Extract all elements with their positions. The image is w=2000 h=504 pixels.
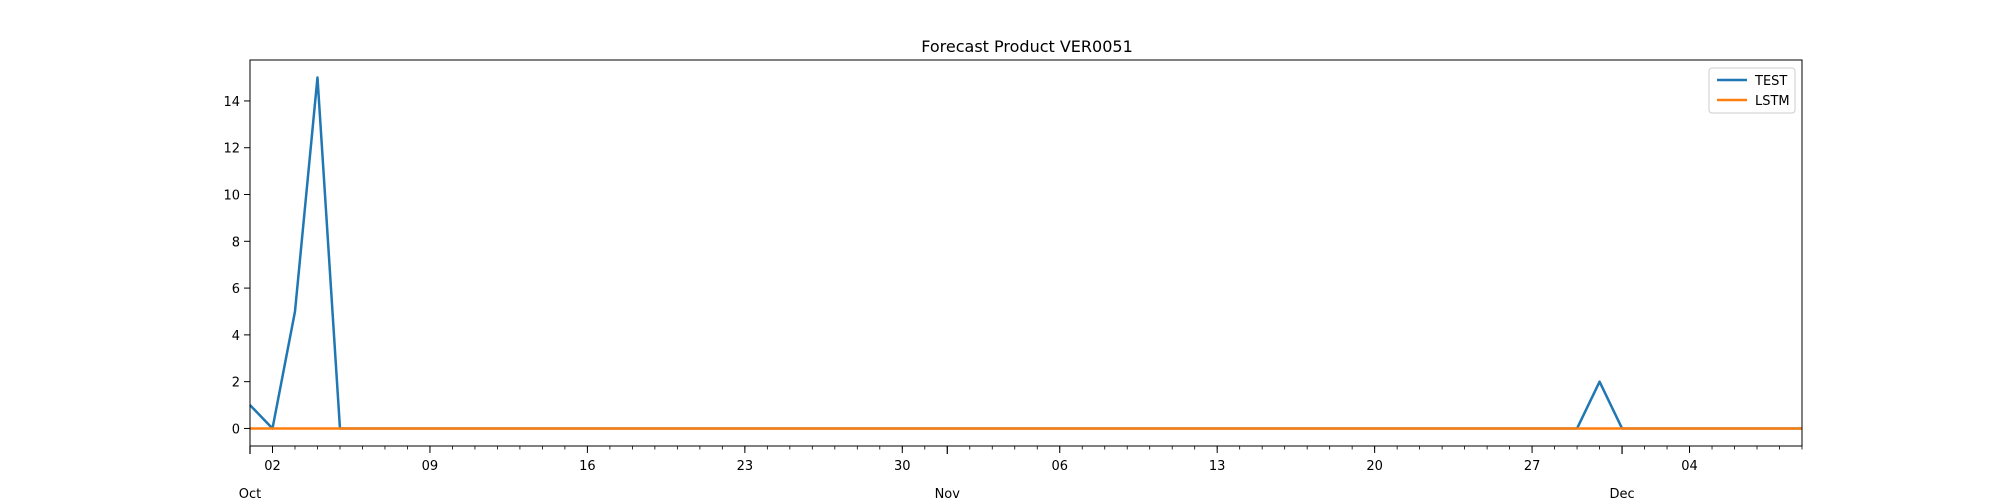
x-tick-label: 30 [894, 459, 911, 474]
x-tick-label: 02 [264, 459, 281, 474]
y-tick-label: 10 [223, 189, 240, 204]
x-tick-label: 13 [1209, 459, 1226, 474]
y-tick-label: 12 [223, 142, 240, 157]
y-tick-label: 14 [223, 95, 240, 110]
x-month-label: Oct [239, 487, 261, 500]
y-tick-label: 2 [232, 376, 240, 391]
x-tick-label: 20 [1366, 459, 1383, 474]
x-axis: 02 09 16 23 30 06 13 20 27 04 Oct Nov Dec [239, 446, 1803, 502]
chart-title: Forecast Product VER0051 [921, 37, 1133, 56]
y-axis: 0 2 4 6 8 10 12 14 [223, 95, 250, 437]
y-tick-label: 6 [232, 282, 240, 297]
x-tick-label: 04 [1681, 459, 1698, 474]
plot-lines [249, 76, 1802, 430]
y-tick-label: 8 [232, 235, 240, 250]
x-tick-label: 23 [737, 459, 754, 474]
series-line-test [249, 76, 1802, 430]
y-tick-label: 4 [232, 329, 240, 344]
x-tick-label: 09 [422, 459, 439, 474]
legend-label-test: TEST [1754, 74, 1787, 89]
y-tick-label: 0 [232, 422, 240, 437]
x-tick-label: 06 [1051, 459, 1068, 474]
legend-label-lstm: LSTM [1755, 94, 1790, 109]
legend: TEST LSTM [1708, 67, 1796, 114]
x-tick-label: 27 [1524, 459, 1541, 474]
x-month-label: Dec [1609, 487, 1634, 500]
x-month-label: Nov [935, 487, 961, 500]
x-tick-label: 16 [579, 459, 596, 474]
plot-frame [249, 59, 1803, 447]
